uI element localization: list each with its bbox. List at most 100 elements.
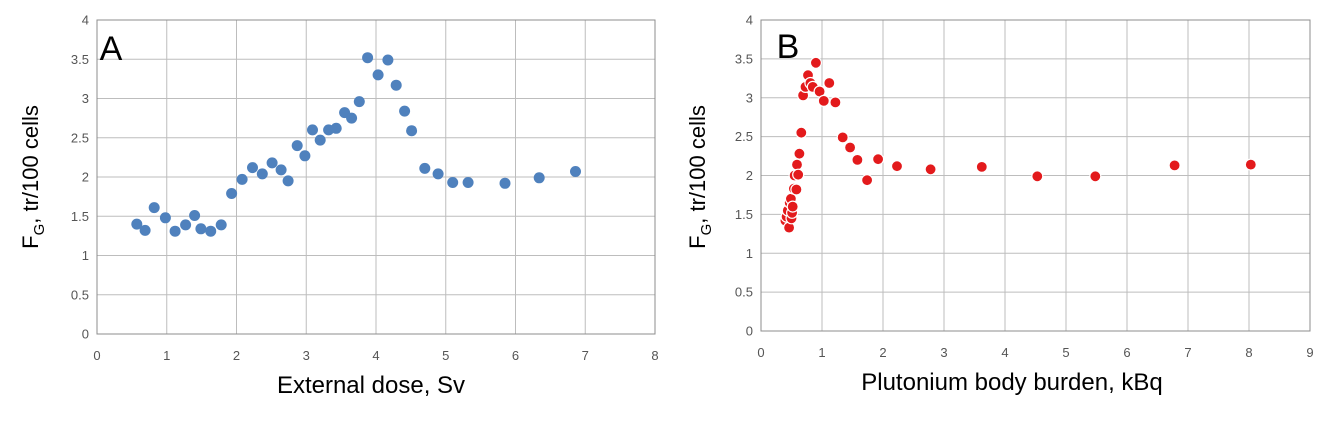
y-tick-label: 2 <box>746 168 753 183</box>
y-tick-label: 4 <box>746 13 753 28</box>
data-point <box>139 224 151 236</box>
data-point <box>786 200 799 213</box>
y-axis-title-b: FG, tr/100 cells <box>685 105 715 249</box>
x-tick-label: 2 <box>233 348 240 363</box>
x-tick-label: 1 <box>818 345 825 360</box>
panel-label-b: B <box>777 28 800 66</box>
y-tick-label: 3 <box>82 91 89 106</box>
y-tick-label: 1.5 <box>735 207 753 222</box>
x-tick-label: 7 <box>582 348 589 363</box>
x-tick-label: 0 <box>93 348 100 363</box>
y-axis-title-main-b: F <box>685 235 710 248</box>
data-point <box>406 125 418 137</box>
y-tick-label: 0 <box>746 324 753 339</box>
y-tick-label: 4 <box>82 13 89 28</box>
y-axis-title-subscript-b: G <box>698 224 715 236</box>
x-tick-label: 7 <box>1184 345 1191 360</box>
y-tick-label: 1.5 <box>71 209 89 224</box>
data-point <box>299 150 311 162</box>
data-point <box>1031 170 1044 183</box>
data-point <box>792 168 805 181</box>
y-tick-label: 3 <box>746 90 753 105</box>
data-point <box>148 202 160 214</box>
data-point <box>382 54 394 66</box>
data-point <box>790 183 803 196</box>
data-point <box>236 173 248 185</box>
points-a <box>131 52 581 237</box>
x-ticks-a: 0 1 2 3 4 5 6 7 8 <box>93 348 658 363</box>
x-tick-label: 3 <box>303 348 310 363</box>
data-point <box>256 168 268 180</box>
x-tick-label: 3 <box>940 345 947 360</box>
grid-a <box>96 19 656 335</box>
data-point <box>793 147 806 160</box>
data-point <box>851 153 864 166</box>
data-point <box>189 210 201 221</box>
data-point <box>282 175 294 187</box>
data-point <box>817 94 830 108</box>
x-tick-label: 2 <box>879 345 886 360</box>
y-tick-label: 3.5 <box>71 52 89 67</box>
data-point <box>226 188 238 199</box>
data-point <box>131 218 143 230</box>
data-point <box>795 126 808 139</box>
data-point <box>829 96 842 109</box>
x-tick-label: 5 <box>1062 345 1069 360</box>
data-point <box>570 166 581 177</box>
data-point <box>872 153 885 166</box>
data-point <box>353 96 365 108</box>
data-point <box>836 131 849 144</box>
x-ticks-b: 0 1 2 3 4 5 6 7 8 9 <box>757 345 1313 360</box>
data-point <box>861 174 874 187</box>
data-point <box>399 105 411 117</box>
y-tick-label: 0.5 <box>735 285 753 300</box>
data-point <box>159 212 171 224</box>
y-tick-label: 0 <box>82 327 89 342</box>
y-axis-title-main-a: F <box>18 235 43 248</box>
data-point <box>890 160 904 173</box>
data-point <box>330 122 342 134</box>
y-axis-title-rest-a: , tr/100 cells <box>18 105 43 224</box>
data-point <box>447 177 459 188</box>
points-b <box>779 56 1257 234</box>
data-point <box>205 225 217 237</box>
plot-frame-a <box>96 19 656 335</box>
data-point <box>195 223 207 235</box>
y-tick-label: 0.5 <box>71 287 89 302</box>
data-point <box>390 79 402 91</box>
data-point <box>975 160 988 173</box>
x-tick-label: 8 <box>1245 345 1252 360</box>
y-tick-label: 1 <box>82 248 89 263</box>
x-tick-label: 0 <box>757 345 764 360</box>
data-point <box>266 157 278 169</box>
data-point <box>924 163 937 176</box>
data-point <box>499 177 511 189</box>
data-point <box>1089 170 1102 183</box>
x-tick-label: 1 <box>163 348 170 363</box>
data-point <box>291 140 303 152</box>
chart-panel-a: 0 0.5 1 1.5 2 2.5 3 3.5 4 0 1 2 3 4 5 6 7 8 A External d… <box>18 13 659 400</box>
y-tick-label: 2.5 <box>735 129 753 144</box>
x-axis-title-a: External dose, Sv <box>277 372 465 399</box>
chart-panel-b: 0 0.5 1 1.5 2 2.5 3 3.5 4 0 1 2 3 4 5 6 7 8 9 B Plutonium… <box>667 0 1334 423</box>
data-point <box>180 219 192 231</box>
y-axis-title-a: FG, tr/100 cells <box>18 105 48 249</box>
y-tick-label: 2 <box>82 170 89 185</box>
data-point <box>362 52 374 64</box>
data-point <box>809 56 822 69</box>
x-tick-label: 6 <box>1123 345 1130 360</box>
data-point <box>247 162 258 174</box>
panel-label-a: A <box>100 30 123 68</box>
data-point <box>823 76 836 90</box>
y-tick-label: 1 <box>746 246 753 261</box>
x-axis-title-b: Plutonium body burden, kBq <box>861 369 1163 396</box>
x-tick-label: 6 <box>512 348 519 363</box>
data-point <box>215 219 227 231</box>
y-axis-title-subscript-a: G <box>31 224 48 236</box>
y-axis-title-rest-b: , tr/100 cells <box>685 105 710 224</box>
data-point <box>462 177 474 188</box>
data-point <box>419 162 431 174</box>
data-point <box>346 112 358 124</box>
scatter-chart-a: 0 0.5 1 1.5 2 2.5 3 3.5 4 0 1 2 3 4 5 6 7 8 A External d… <box>18 13 659 400</box>
y-tick-label: 3.5 <box>735 51 753 66</box>
